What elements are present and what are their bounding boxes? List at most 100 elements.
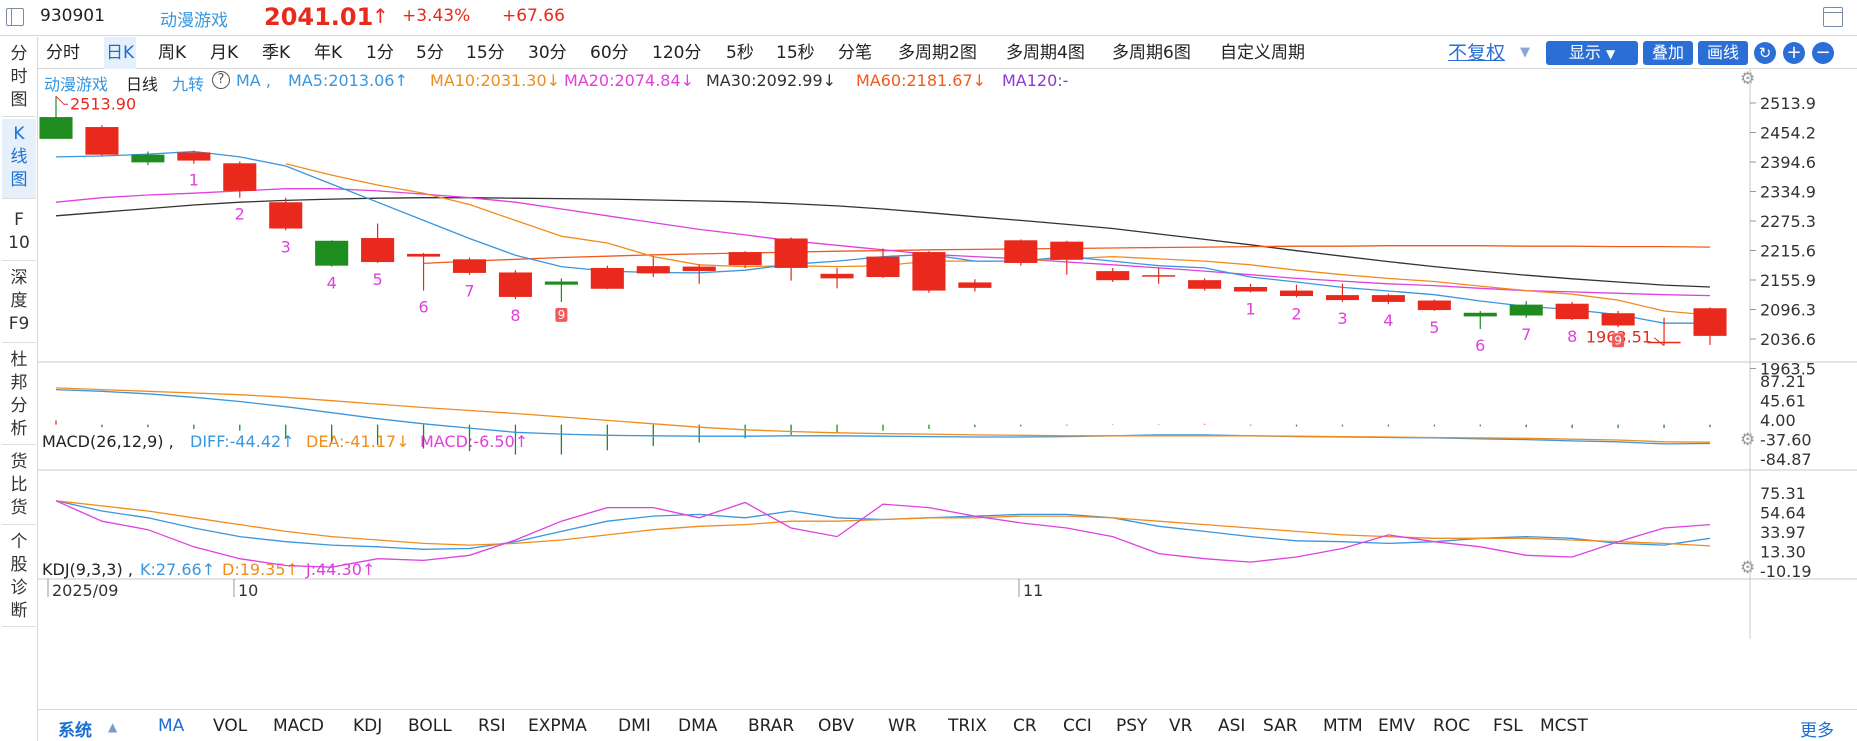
indicator-tab[interactable]: PSY: [1116, 716, 1148, 736]
period-tab[interactable]: 5秒: [726, 43, 754, 63]
nine-turn-toggle[interactable]: 九转: [172, 75, 205, 94]
tab-dupont[interactable]: 杜 邦 分 析: [2, 345, 36, 445]
ma120-value: MA120:-: [1002, 71, 1069, 90]
period-tab[interactable]: 15分: [466, 43, 505, 63]
candle-body: [1647, 341, 1681, 344]
kdj-tick-label: 54.64: [1760, 504, 1806, 523]
indicator-tab[interactable]: ASI: [1218, 716, 1246, 736]
indicator-tab[interactable]: EXPMA: [528, 716, 587, 736]
candle-body: [544, 281, 578, 285]
chevron-down-icon[interactable]: ▼: [1520, 45, 1530, 60]
indicator-tab[interactable]: MCST: [1540, 716, 1588, 736]
indicator-tab[interactable]: ROC: [1433, 716, 1471, 736]
more-indicators-link[interactable]: 更多: [1800, 721, 1834, 741]
period-tab[interactable]: 多周期6图: [1112, 43, 1191, 63]
kline-chart[interactable]: 2513.92454.22394.62334.92275.32215.62155…: [38, 69, 1857, 709]
zoom-in-icon[interactable]: +: [1783, 42, 1805, 64]
overlay-button[interactable]: 叠加: [1643, 41, 1693, 65]
candle-body: [1693, 308, 1727, 336]
help-icon[interactable]: ?: [212, 71, 230, 89]
indicator-tab[interactable]: TRIX: [948, 716, 987, 736]
indicator-tab[interactable]: RSI: [478, 716, 506, 736]
candle-body: [85, 127, 119, 155]
candle-body: [452, 259, 487, 273]
period-tab[interactable]: 分笔: [838, 43, 872, 63]
period-tab[interactable]: 周K: [158, 43, 187, 63]
ma-period: 日线: [126, 75, 159, 94]
indicator-tab[interactable]: MA: [158, 716, 185, 736]
period-tab[interactable]: 月K: [210, 43, 239, 63]
tab-kline[interactable]: K 线 图: [2, 119, 36, 199]
maximize-icon[interactable]: [1823, 7, 1843, 27]
indicator-tab[interactable]: BRAR: [748, 716, 795, 736]
period-tab[interactable]: 季K: [262, 43, 291, 63]
fuquan-dropdown[interactable]: 不复权: [1448, 42, 1506, 64]
period-tab-active[interactable]: 日K: [104, 37, 137, 69]
ma20-line: [55, 188, 1711, 297]
price-tick-label: 2394.6: [1760, 153, 1816, 172]
caret-up-icon[interactable]: ▲: [108, 720, 118, 734]
gear-icon[interactable]: ⚙: [1740, 69, 1756, 89]
period-tab[interactable]: 5分: [416, 43, 444, 63]
period-tab[interactable]: 分时: [46, 43, 80, 63]
kdj-d-line: [55, 500, 1711, 547]
gear-icon[interactable]: ⚙: [1740, 430, 1756, 450]
period-bar: 分时 日K 周K 月K 季K 年K 1分 5分 15分 30分 60分 120分…: [38, 37, 1857, 69]
tab-compare[interactable]: 货 比 货: [2, 447, 36, 525]
refresh-icon[interactable]: ↻: [1754, 42, 1776, 64]
indicator-tab[interactable]: CCI: [1063, 716, 1092, 736]
indicator-tab[interactable]: EMV: [1378, 716, 1416, 736]
nine-turn-badge: [555, 307, 568, 322]
gear-icon[interactable]: ⚙: [1740, 558, 1756, 578]
indicator-tab[interactable]: VOL: [213, 716, 248, 736]
nine-turn-label: 5: [1429, 318, 1439, 337]
period-tab[interactable]: 年K: [314, 43, 343, 63]
date-tick-label: 11: [1023, 581, 1043, 600]
period-tab[interactable]: 15秒: [776, 43, 815, 63]
macd-tick-label: 4.00: [1760, 411, 1796, 430]
period-tab[interactable]: 60分: [590, 43, 629, 63]
period-tab[interactable]: 120分: [652, 43, 702, 63]
tab-depth-f9[interactable]: 深 度 F9: [2, 263, 36, 343]
tab-diagnosis[interactable]: 个 股 诊 断: [2, 527, 36, 627]
indicator-tab[interactable]: FSL: [1493, 716, 1523, 736]
tab-intraday[interactable]: 分 时 图: [2, 39, 36, 117]
candle-body: [177, 152, 211, 161]
indicator-tab[interactable]: OBV: [818, 716, 855, 736]
candle-body: [1142, 275, 1176, 277]
indicator-tab[interactable]: SAR: [1263, 716, 1298, 736]
candle-body: [1463, 312, 1497, 317]
sidebar-toggle-icon[interactable]: [6, 8, 24, 26]
price-tick-label: 2454.2: [1760, 124, 1816, 143]
indicator-tab[interactable]: WR: [888, 716, 917, 736]
indicator-tab[interactable]: KDJ: [353, 716, 383, 736]
indicator-tab[interactable]: VR: [1169, 716, 1193, 736]
draw-line-button[interactable]: 画线: [1698, 41, 1748, 65]
zoom-out-icon[interactable]: −: [1812, 42, 1834, 64]
indicator-tab[interactable]: BOLL: [408, 716, 452, 736]
period-tab[interactable]: 1分: [366, 43, 394, 63]
period-tab[interactable]: 30分: [528, 43, 567, 63]
nine-turn-label: 9: [558, 308, 566, 322]
indicator-tab[interactable]: MACD: [273, 716, 324, 736]
stock-name[interactable]: 动漫游戏: [160, 11, 228, 31]
candle-body: [1096, 271, 1130, 281]
tab-f10[interactable]: F 10: [2, 203, 36, 261]
period-tab[interactable]: 多周期4图: [1006, 43, 1085, 63]
display-button[interactable]: 显示 ▼: [1546, 41, 1638, 65]
period-tab[interactable]: 自定义周期: [1220, 43, 1305, 63]
nine-turn-label: 6: [418, 298, 428, 317]
indicator-tab[interactable]: MTM: [1323, 716, 1363, 736]
kdj-tick-label: 33.97: [1760, 523, 1806, 542]
indicator-tab[interactable]: DMA: [678, 716, 718, 736]
indicator-tab[interactable]: CR: [1013, 716, 1037, 736]
left-view-tabs: 分 时 图 K 线 图 F 10 深 度 F9 杜 邦 分 析 货 比 货 个 …: [0, 37, 38, 741]
period-tab[interactable]: 多周期2图: [898, 43, 977, 63]
system-tab[interactable]: 系统: [58, 721, 92, 741]
indicator-tab[interactable]: DMI: [618, 716, 651, 736]
candle-body: [407, 253, 441, 257]
macd-diff-line: [55, 388, 1711, 445]
kdj-name: KDJ(9,3,3) ,: [42, 560, 133, 579]
kdj-tick-label: 13.30: [1760, 543, 1806, 562]
candle-body: [39, 117, 73, 139]
